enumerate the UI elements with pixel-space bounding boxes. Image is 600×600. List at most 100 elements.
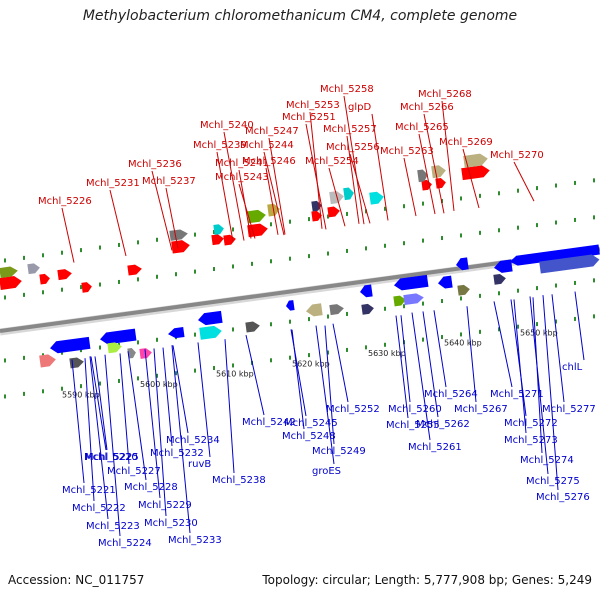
bottom-leader-line	[90, 356, 107, 451]
lane-dot	[441, 236, 443, 241]
lane-dot	[574, 180, 576, 185]
top-leader-line	[238, 183, 256, 239]
gene-arrow	[343, 187, 354, 201]
bottom-gene-label: Mchl_5264	[424, 389, 478, 400]
top-leader-line	[61, 207, 75, 263]
lane-dot	[175, 371, 177, 376]
bottom-leader-line	[510, 299, 527, 417]
top-leader-line	[216, 151, 234, 242]
lane-dot	[270, 322, 272, 327]
gene-arrow	[211, 234, 224, 246]
top-gene-label: Mchl_5254	[305, 156, 359, 167]
lane-dot	[137, 240, 139, 245]
gene-arrow	[213, 224, 224, 235]
lane-dot	[384, 243, 386, 248]
lane-dot	[4, 258, 6, 263]
scale-tick-label: 5630 kbp	[368, 349, 406, 358]
lane-dot	[118, 279, 120, 284]
lane-dot	[213, 366, 215, 371]
lane-dot	[460, 296, 462, 301]
lane-dot	[593, 278, 595, 283]
lane-dot	[175, 272, 177, 277]
bottom-leader-line	[433, 310, 447, 388]
lane-dot	[194, 368, 196, 373]
bottom-gene-label: Mchl_5262	[416, 419, 470, 430]
lane-dot	[308, 254, 310, 259]
gene-arrow	[169, 229, 188, 241]
lane-dot	[99, 245, 101, 250]
lane-dot	[194, 332, 196, 337]
lane-dot	[460, 332, 462, 337]
top-gene-label: Mchl_5266	[400, 102, 454, 113]
bottom-gene-label: ruvB	[188, 459, 211, 470]
bottom-leader-line	[493, 301, 513, 388]
lane-dot	[308, 353, 310, 358]
lane-dot	[80, 384, 82, 389]
bottom-gene-label: Mchl_5272	[504, 418, 558, 429]
lane-dot	[99, 345, 101, 350]
lane-dot	[23, 355, 25, 360]
lane-dot	[441, 299, 443, 304]
lane-dot	[61, 250, 63, 255]
gene-arrow	[0, 276, 22, 290]
gene-arrow	[100, 328, 137, 345]
lane-dot	[365, 246, 367, 251]
bottom-gene-label: Mchl_5275	[526, 476, 580, 487]
gene-arrow	[494, 259, 513, 273]
top-gene-label: glpD	[348, 102, 371, 113]
top-gene-label: Mchl_5241	[215, 158, 269, 169]
top-gene-label: Mchl_5231	[86, 178, 140, 189]
top-gene-label: Mchl_5239	[193, 140, 247, 151]
lane-dot	[308, 217, 310, 222]
top-leader-line	[418, 133, 436, 215]
lane-dot	[80, 248, 82, 253]
bottom-gene-label: Mchl_5248	[282, 431, 336, 442]
lane-dot	[384, 206, 386, 211]
accession-text: Accession: NC_011757	[8, 573, 145, 587]
bottom-leader-line	[144, 349, 161, 499]
lane-dot	[593, 314, 595, 319]
gene-arrow	[245, 321, 260, 333]
top-gene-label: Mchl_5270	[490, 150, 544, 161]
lane-dot	[289, 219, 291, 224]
gene-arrow	[329, 191, 344, 205]
lane-dot	[479, 193, 481, 198]
gene-arrow	[417, 169, 428, 183]
top-leader-line	[371, 113, 389, 221]
gene-arrow	[329, 304, 344, 316]
lane-dot	[61, 287, 63, 292]
top-gene-label: Mchl_5236	[128, 159, 182, 170]
gene-arrow	[306, 303, 323, 317]
lane-dot	[270, 222, 272, 227]
top-leader-line	[328, 167, 346, 227]
top-gene-label: Mchl_5243	[215, 172, 269, 183]
bottom-gene-label: Mchl_5228	[124, 482, 178, 493]
bottom-leader-line	[315, 325, 335, 465]
bottom-leader-line	[89, 356, 109, 520]
bottom-leader-line	[411, 312, 431, 441]
lane-dot	[194, 232, 196, 237]
bottom-gene-label: Mchl_5252	[326, 404, 380, 415]
gene-arrow	[247, 209, 266, 224]
top-leader-line	[268, 137, 286, 235]
gene-arrow	[431, 165, 446, 179]
top-gene-label: Mchl_5226	[38, 196, 92, 207]
gene-arrow	[168, 327, 185, 339]
bottom-leader-line	[172, 345, 189, 434]
gene-arrow	[27, 263, 40, 275]
top-gene-label: Mchl_5265	[395, 122, 449, 133]
bottom-gene-label: Mchl_5242	[242, 417, 296, 428]
lane-dot	[555, 220, 557, 225]
bottom-leader-line	[104, 354, 121, 537]
lane-dot	[42, 290, 44, 295]
lane-dot	[536, 286, 538, 291]
gene-arrow	[0, 266, 18, 278]
bottom-leader-line	[162, 347, 173, 447]
lane-dot	[422, 238, 424, 243]
bottom-gene-label: Mchl_5232	[150, 448, 204, 459]
genome-summary-text: Topology: circular; Length: 5,777,908 bp…	[262, 573, 592, 587]
bottom-leader-line	[171, 345, 191, 534]
lane-dot	[42, 389, 44, 394]
lane-dot	[346, 347, 348, 352]
